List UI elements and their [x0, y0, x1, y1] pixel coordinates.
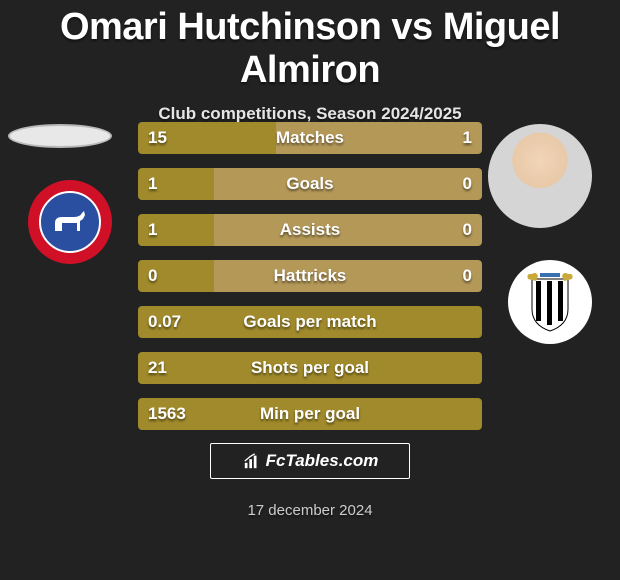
stats-container: 151Matches 10Goals 10Assists 00Hattricks 0.0… — [138, 122, 482, 444]
page-title: Omari Hutchinson vs Miguel Almiron — [0, 0, 620, 92]
horse-icon — [50, 209, 90, 235]
date-label: 17 december 2024 — [0, 502, 620, 519]
page-subtitle: Club competitions, Season 2024/2025 — [0, 104, 620, 124]
stat-label: Shots per goal — [138, 358, 482, 378]
shield-icon — [522, 271, 578, 333]
stat-label: Hattricks — [138, 266, 482, 286]
chart-icon — [242, 451, 262, 471]
stat-row: 0.07Goals per match — [138, 306, 482, 338]
player-right-club-badge — [508, 260, 592, 344]
player-right-avatar — [488, 124, 592, 228]
stat-row: 00Hattricks — [138, 260, 482, 292]
stat-label: Goals — [138, 174, 482, 194]
stat-label: Min per goal — [138, 404, 482, 424]
brand-badge: FcTables.com — [210, 443, 410, 479]
stat-label: Goals per match — [138, 312, 482, 332]
stat-row: 151Matches — [138, 122, 482, 154]
player-left-avatar — [8, 124, 112, 148]
stat-row: 10Goals — [138, 168, 482, 200]
stat-label: Matches — [138, 128, 482, 148]
stat-row: 21Shots per goal — [138, 352, 482, 384]
stat-label: Assists — [138, 220, 482, 240]
brand-text: FcTables.com — [266, 451, 379, 471]
player-left-club-badge — [28, 180, 112, 264]
stat-row: 10Assists — [138, 214, 482, 246]
stat-row: 1563Min per goal — [138, 398, 482, 430]
